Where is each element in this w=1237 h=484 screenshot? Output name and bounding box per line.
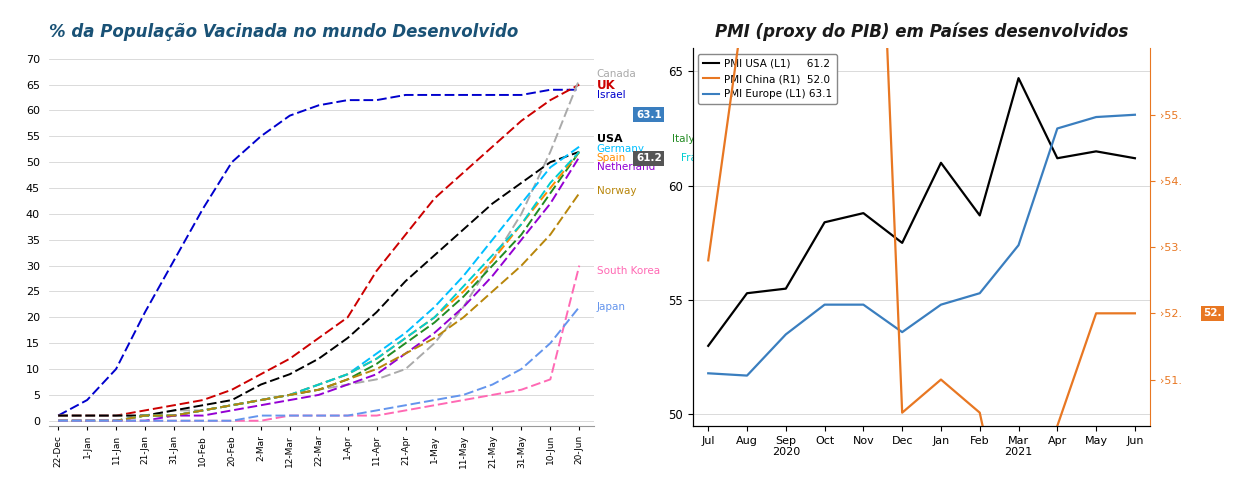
Text: 52.: 52.	[1204, 308, 1222, 318]
Text: UK: UK	[596, 79, 615, 92]
Text: % da População Vacinada no mundo Desenvolvido: % da População Vacinada no mundo Desenvo…	[49, 23, 518, 41]
Text: Franc: Franc	[680, 153, 709, 163]
Text: Israel: Israel	[596, 90, 625, 100]
Text: Italy: Italy	[672, 134, 694, 144]
Text: South Korea: South Korea	[596, 266, 659, 276]
Text: USA: USA	[596, 134, 622, 144]
Text: Germany: Germany	[596, 144, 644, 154]
Text: Japan: Japan	[596, 302, 626, 312]
Text: Canada: Canada	[596, 69, 636, 79]
Title: PMI (proxy do PIB) em Países desenvolvidos: PMI (proxy do PIB) em Países desenvolvid…	[715, 23, 1128, 41]
Text: 63.1: 63.1	[636, 110, 662, 120]
Text: Spain: Spain	[596, 153, 626, 163]
Legend: PMI USA (L1)     61.2, PMI China (R1)  52.0, PMI Europe (L1) 63.1: PMI USA (L1) 61.2, PMI China (R1) 52.0, …	[698, 54, 837, 105]
Text: Netherland: Netherland	[596, 162, 654, 172]
Text: 61.2: 61.2	[636, 153, 662, 163]
Text: Norway: Norway	[596, 186, 636, 196]
